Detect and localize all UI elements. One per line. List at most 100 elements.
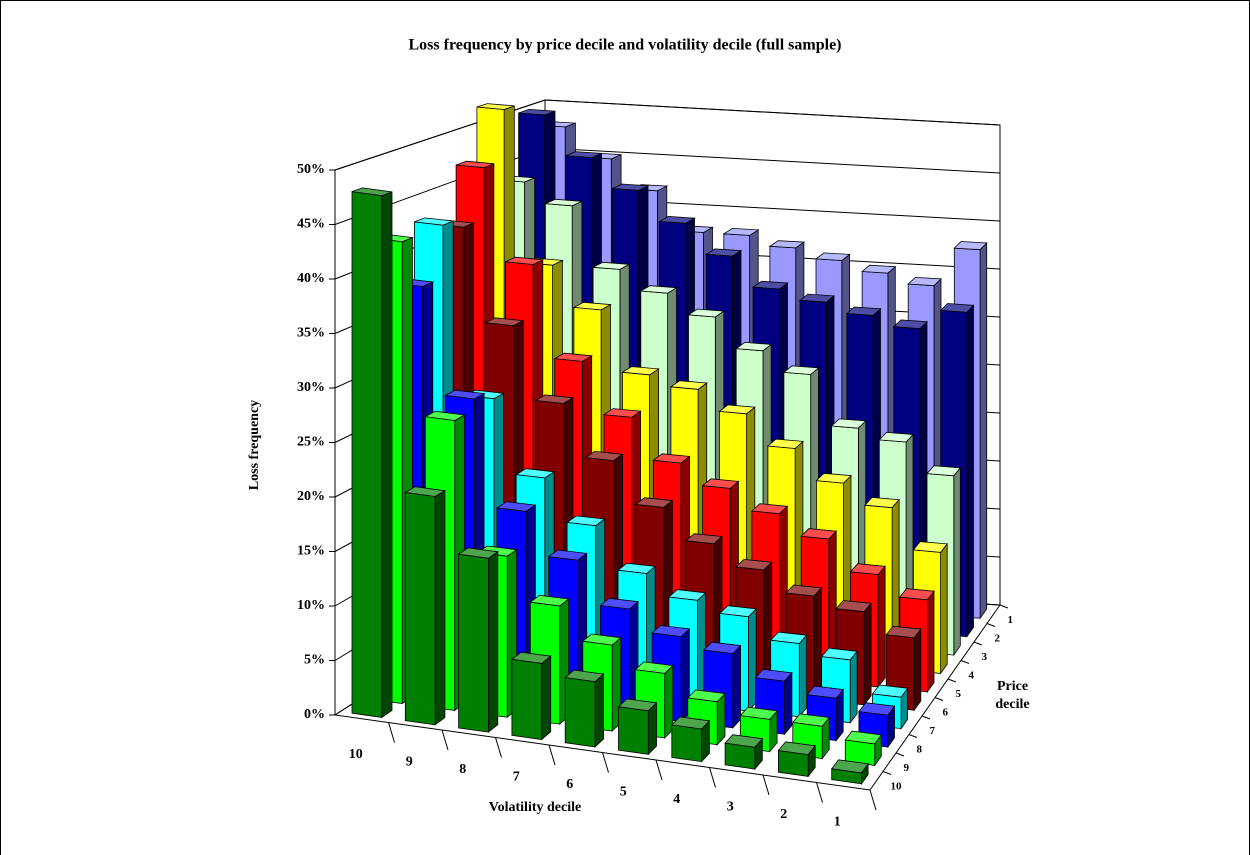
bar-top: [792, 713, 830, 727]
y-tick-label: 10%: [297, 598, 325, 613]
bar-top: [751, 280, 789, 290]
z-tick: [960, 660, 970, 664]
bar-top: [634, 497, 674, 508]
bar-top: [351, 187, 393, 197]
bar-side: [877, 565, 886, 689]
z-tick: [882, 771, 892, 775]
bar-top: [424, 410, 466, 421]
x-tick: [655, 759, 663, 781]
grid-line: [334, 99, 1001, 171]
z-tick-label: 6: [943, 706, 949, 718]
x-axis-title: Volatility decile: [489, 800, 581, 815]
bar-top: [739, 706, 778, 720]
bar-top: [686, 689, 726, 703]
x-tick-label: 6: [566, 777, 573, 792]
bar-top: [610, 183, 650, 191]
x-tick-label: 9: [406, 754, 413, 769]
bar-top: [953, 241, 988, 251]
bar-top: [667, 589, 707, 601]
bar-top: [564, 669, 605, 683]
bar-top: [483, 317, 525, 327]
x-tick-label: 7: [513, 769, 520, 784]
bar-top: [414, 217, 454, 226]
z-tick: [973, 641, 983, 646]
x-tick-label: 1: [834, 814, 841, 829]
bar-top: [785, 584, 823, 597]
z-tick: [934, 697, 944, 701]
bar-top: [702, 641, 742, 655]
bar-top: [515, 468, 556, 479]
z-tick: [986, 623, 996, 627]
bar-side: [748, 607, 757, 713]
bar-top: [652, 453, 691, 464]
bar-top: [591, 261, 631, 270]
y-axis-title: Loss frequency: [247, 400, 262, 490]
bar-top: [754, 668, 793, 682]
z-axis-title-box: Price decile: [995, 679, 1029, 712]
x-tick: [388, 722, 395, 743]
y-tick-label: 0%: [304, 707, 325, 722]
bar-top: [835, 600, 872, 613]
bar-top: [844, 730, 883, 745]
bar-top: [584, 450, 624, 462]
bar-top: [566, 515, 606, 527]
bar-side: [966, 304, 974, 638]
bar-top: [766, 438, 804, 449]
bar-front: [618, 706, 649, 755]
bar-top: [806, 685, 844, 699]
bar-top: [503, 256, 545, 265]
bar-side: [927, 590, 935, 694]
bar-top: [651, 625, 691, 638]
bar-side: [594, 673, 604, 748]
x-tick-label: 2: [780, 807, 787, 822]
z-tick-label: 8: [917, 743, 923, 755]
bar-top: [777, 741, 816, 756]
z-tick-label: 1: [1008, 614, 1014, 626]
bar-top: [581, 633, 622, 646]
bar-side: [979, 242, 988, 620]
bar-top: [510, 651, 552, 664]
bar-side: [381, 191, 393, 719]
bar-top: [864, 496, 900, 509]
bar-side: [647, 701, 657, 756]
x-tick-label: 10: [349, 747, 363, 762]
bar-top: [634, 661, 674, 674]
bar-side: [434, 489, 446, 726]
bar-top: [704, 248, 743, 257]
z-tick: [908, 734, 918, 738]
x-tick: [762, 774, 770, 796]
bar-top: [404, 486, 447, 497]
y-tick-label: 25%: [297, 435, 325, 450]
bar-top: [617, 698, 658, 712]
bar-top: [572, 301, 612, 311]
y-tick-label: 40%: [297, 271, 325, 286]
bar-top: [878, 431, 914, 443]
bar-top: [814, 252, 851, 261]
bar-side: [813, 586, 822, 701]
bar-top: [885, 625, 922, 639]
bar-front: [511, 658, 543, 740]
bar-top: [939, 303, 975, 313]
chart-title: Loss frequency by price decile and volat…: [408, 37, 841, 54]
bar-side: [541, 655, 552, 741]
bar-top: [718, 404, 756, 415]
y-tick-label: 20%: [297, 489, 325, 504]
bar-top: [616, 562, 657, 574]
x-tick: [602, 752, 609, 773]
bar-front: [671, 724, 702, 763]
bar-front: [351, 191, 383, 718]
bar-side: [913, 627, 922, 712]
bar-top: [670, 716, 711, 730]
bar-top: [734, 558, 773, 571]
x-tick: [441, 729, 449, 751]
x-tick-label: 3: [727, 799, 734, 814]
bar-top: [455, 160, 495, 169]
z-tick-label: 2: [995, 632, 1001, 644]
bar-top: [907, 276, 942, 287]
bar-top: [534, 394, 575, 404]
bar-top: [861, 264, 897, 274]
bar-top: [820, 647, 858, 661]
bar-top: [621, 366, 660, 376]
bar-top: [849, 563, 886, 575]
